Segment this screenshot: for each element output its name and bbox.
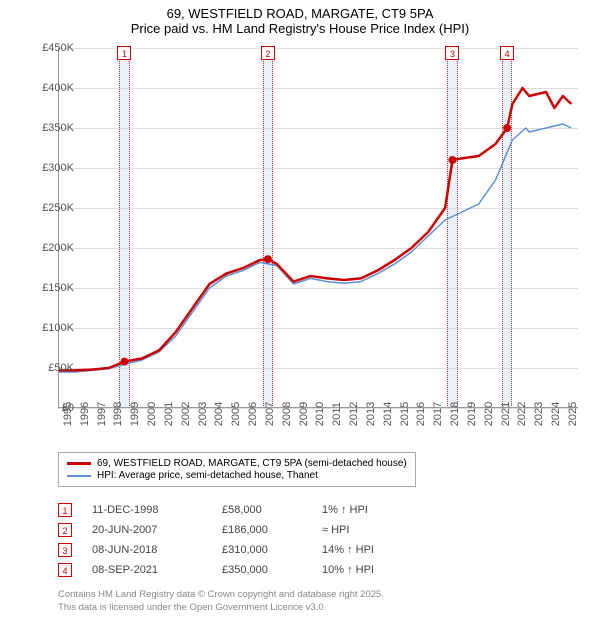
x-tick-label: 2006	[247, 402, 259, 426]
sale-dot	[264, 255, 272, 263]
x-tick-label: 2001	[163, 402, 175, 426]
sale-marker-box: 2	[261, 46, 275, 60]
x-tick-label: 2012	[348, 402, 360, 426]
sale-dot	[448, 156, 456, 164]
y-tick-label: £450K	[42, 42, 74, 54]
chart-area: 1 2 3 4	[58, 48, 578, 408]
chart-container: 69, WESTFIELD ROAD, MARGATE, CT9 5PA Pri…	[0, 0, 600, 620]
x-tick-label: 2022	[516, 402, 528, 426]
x-tick-label: 2016	[415, 402, 427, 426]
sales-table-row: 2 20-JUN-2007£186,000≈ HPI	[58, 520, 422, 540]
x-tick-label: 2013	[365, 402, 377, 426]
x-tick-label: 2020	[483, 402, 495, 426]
x-tick-label: 2009	[298, 402, 310, 426]
chart-lines-svg	[58, 48, 578, 408]
x-tick-label: 2005	[230, 402, 242, 426]
x-tick-label: 2011	[331, 402, 343, 426]
sale-dot	[120, 358, 128, 366]
x-tick-label: 1997	[96, 402, 108, 426]
sales-table-row: 1 11-DEC-1998£58,0001% ↑ HPI	[58, 500, 422, 520]
legend-label-1: 69, WESTFIELD ROAD, MARGATE, CT9 5PA (se…	[97, 458, 407, 469]
x-tick-label: 1995	[62, 402, 74, 426]
sales-row-price: £350,000	[222, 564, 322, 576]
sales-row-diff: 14% ↑ HPI	[322, 544, 422, 556]
legend-label-2: HPI: Average price, semi-detached house,…	[97, 470, 318, 481]
sales-row-price: £58,000	[222, 504, 322, 516]
x-tick-label: 2008	[281, 402, 293, 426]
series-line-hpi	[58, 124, 571, 372]
x-tick-label: 2025	[567, 402, 579, 426]
x-tick-label: 2004	[213, 402, 225, 426]
x-tick-label: 2019	[466, 402, 478, 426]
footer-line-1: Contains HM Land Registry data © Crown c…	[58, 589, 384, 601]
sale-marker-box: 4	[500, 46, 514, 60]
title-line-1: 69, WESTFIELD ROAD, MARGATE, CT9 5PA	[0, 6, 600, 21]
title-block: 69, WESTFIELD ROAD, MARGATE, CT9 5PA Pri…	[0, 0, 600, 36]
y-tick-label: £300K	[42, 162, 74, 174]
x-tick-label: 2002	[180, 402, 192, 426]
x-tick-label: 2003	[197, 402, 209, 426]
sale-marker-box: 3	[445, 46, 459, 60]
sales-table-row: 3 08-JUN-2018£310,00014% ↑ HPI	[58, 540, 422, 560]
series-line-price_paid	[58, 88, 571, 370]
x-tick-label: 2018	[449, 402, 461, 426]
x-tick-label: 2000	[146, 402, 158, 426]
sales-row-date: 08-JUN-2018	[92, 544, 222, 556]
y-tick-label: £50K	[48, 362, 74, 374]
x-tick-label: 2021	[500, 402, 512, 426]
footer-line-2: This data is licensed under the Open Gov…	[58, 602, 384, 614]
sale-marker-box: 1	[117, 46, 131, 60]
legend-swatch-2	[67, 475, 91, 477]
sales-row-price: £310,000	[222, 544, 322, 556]
sale-dot	[503, 124, 511, 132]
x-tick-label: 1998	[112, 402, 124, 426]
y-tick-label: £350K	[42, 122, 74, 134]
y-tick-label: £250K	[42, 202, 74, 214]
y-axis-line	[58, 48, 59, 408]
x-tick-label: 2017	[432, 402, 444, 426]
sales-row-marker: 2	[58, 523, 72, 537]
sales-row-diff: 1% ↑ HPI	[322, 504, 422, 516]
x-tick-label: 1999	[129, 402, 141, 426]
x-tick-label: 2010	[314, 402, 326, 426]
sales-row-marker: 4	[58, 563, 72, 577]
footer: Contains HM Land Registry data © Crown c…	[58, 589, 384, 614]
sales-table-row: 4 08-SEP-2021£350,00010% ↑ HPI	[58, 560, 422, 580]
y-tick-label: £100K	[42, 322, 74, 334]
sales-row-diff: 10% ↑ HPI	[322, 564, 422, 576]
y-tick-label: £200K	[42, 242, 74, 254]
title-line-2: Price paid vs. HM Land Registry's House …	[0, 21, 600, 36]
sales-row-diff: ≈ HPI	[322, 524, 422, 536]
y-tick-label: £150K	[42, 282, 74, 294]
x-tick-label: 2014	[382, 402, 394, 426]
x-tick-label: 2023	[533, 402, 545, 426]
y-tick-label: £400K	[42, 82, 74, 94]
x-tick-label: 2024	[550, 402, 562, 426]
legend: 69, WESTFIELD ROAD, MARGATE, CT9 5PA (se…	[58, 452, 416, 487]
sales-row-marker: 1	[58, 503, 72, 517]
x-tick-label: 1996	[79, 402, 91, 426]
legend-swatch-1	[67, 462, 91, 465]
legend-row-series-2: HPI: Average price, semi-detached house,…	[67, 470, 407, 481]
sales-row-date: 08-SEP-2021	[92, 564, 222, 576]
sales-row-marker: 3	[58, 543, 72, 557]
x-tick-label: 2015	[399, 402, 411, 426]
legend-row-series-1: 69, WESTFIELD ROAD, MARGATE, CT9 5PA (se…	[67, 458, 407, 469]
sales-row-price: £186,000	[222, 524, 322, 536]
sales-row-date: 20-JUN-2007	[92, 524, 222, 536]
sales-row-date: 11-DEC-1998	[92, 504, 222, 516]
sales-table: 111-DEC-1998£58,0001% ↑ HPI220-JUN-2007£…	[58, 500, 422, 580]
x-tick-label: 2007	[264, 402, 276, 426]
